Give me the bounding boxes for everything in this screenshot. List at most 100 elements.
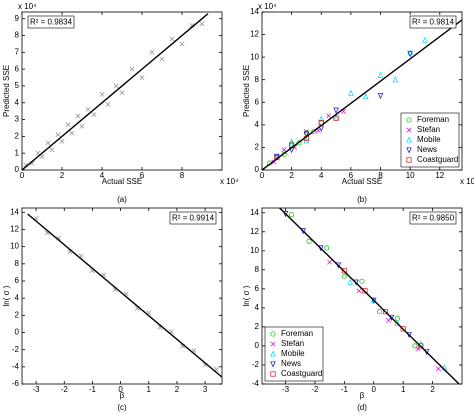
point — [149, 49, 155, 55]
legend-label: Foreman — [281, 329, 313, 338]
caption: (c) — [117, 403, 127, 412]
point — [169, 36, 175, 42]
point — [119, 90, 125, 96]
point — [347, 278, 353, 285]
point — [139, 75, 145, 81]
legend-marker — [406, 127, 412, 133]
y-tick-label: 7 — [15, 47, 20, 56]
caption: (b) — [357, 195, 367, 204]
caption: (a) — [117, 195, 127, 204]
y-axis-label: ln( σ ) — [2, 285, 11, 306]
y-tick-label: 6 — [255, 284, 260, 293]
point — [49, 147, 55, 153]
point — [55, 132, 61, 138]
point — [407, 51, 413, 58]
y-tick-label: 14 — [250, 208, 259, 217]
y-tick-label: 0 — [15, 328, 20, 337]
x-tick-label: 1 — [401, 385, 406, 394]
y-tick-label: 6 — [255, 97, 260, 106]
y-tick-label: -6 — [12, 379, 20, 388]
x-tick-label: 2 — [430, 385, 435, 394]
y-tick-label: 5 — [15, 81, 20, 90]
point — [288, 212, 294, 218]
point — [45, 140, 51, 146]
annotation: R² = 0.9914 — [172, 214, 215, 223]
y-tick-label: 2 — [15, 310, 20, 319]
y-tick-label: -4 — [12, 362, 20, 371]
point — [75, 113, 81, 119]
y-axis-label: Predicted SSE — [2, 65, 11, 117]
legend-marker — [406, 136, 412, 143]
legend-label: Foreman — [417, 115, 449, 124]
y-tick-label: 6 — [15, 276, 20, 285]
point — [436, 366, 441, 372]
point — [69, 130, 75, 136]
point — [296, 140, 302, 146]
y-tick-label: 4 — [15, 98, 20, 107]
y-tick-label: -2 — [252, 360, 260, 369]
legend-marker — [270, 371, 276, 377]
point — [407, 49, 413, 56]
point — [341, 273, 347, 280]
point — [306, 238, 312, 244]
axes-box — [21, 11, 223, 171]
y-tick-label: 8 — [255, 265, 260, 274]
point — [333, 115, 339, 121]
x-tick-label: 0 — [260, 171, 265, 180]
point — [303, 130, 309, 136]
fit-line — [22, 13, 209, 170]
y-tick-label: 10 — [250, 246, 259, 255]
annotation-box — [27, 15, 75, 29]
plot-area — [262, 19, 462, 170]
y-tick-label: 1 — [15, 148, 20, 157]
x-tick-label: 2 — [289, 171, 294, 180]
plot-area — [279, 208, 460, 384]
point — [274, 153, 280, 161]
point — [333, 107, 339, 114]
point — [179, 41, 185, 47]
point — [386, 317, 391, 323]
legend-label: News — [417, 145, 437, 154]
y-tick-label: 14 — [10, 207, 19, 216]
legend-label: News — [281, 359, 301, 368]
point — [422, 36, 428, 43]
point — [303, 131, 310, 138]
x-axis-label: β — [120, 391, 125, 400]
x-multiplier: x 10⁴ — [220, 177, 239, 186]
y-tick-label: 4 — [15, 293, 20, 302]
legend-marker — [406, 157, 412, 163]
legend-label: Coastguard — [281, 369, 322, 378]
fit-line — [262, 19, 462, 170]
point — [412, 343, 418, 349]
annotation: R² = 0.9814 — [412, 18, 455, 27]
y-tick-label: 6 — [15, 64, 20, 73]
point — [288, 138, 295, 145]
y-axis-label: ln( σ ) — [242, 285, 251, 306]
point — [29, 160, 35, 166]
point — [326, 113, 332, 119]
x-tick-label: 0 — [372, 385, 377, 394]
point — [392, 76, 399, 83]
x-tick-label: 8 — [378, 171, 383, 180]
annotation-box — [169, 211, 217, 225]
point — [327, 259, 333, 265]
legend-label: Stefan — [281, 339, 304, 348]
fit-line — [279, 208, 460, 384]
point — [105, 101, 111, 107]
y-tick-label: 8 — [15, 31, 20, 40]
y-tick-label: 12 — [250, 30, 259, 39]
annotation: R² = 0.9850 — [412, 214, 455, 223]
point — [362, 93, 369, 100]
y-tick-label: 4 — [255, 120, 260, 129]
y-axis-label: Predicted SSE — [242, 65, 251, 117]
y-tick-label: 12 — [250, 227, 259, 236]
point — [199, 21, 205, 27]
point — [300, 228, 306, 235]
y-tick-label: -2 — [12, 345, 20, 354]
point — [189, 22, 195, 28]
y-tick-label: 10 — [250, 52, 259, 61]
y-tick-label: 0 — [15, 165, 20, 174]
plot-area — [22, 13, 209, 170]
legend-marker — [270, 350, 276, 357]
point — [99, 91, 105, 97]
